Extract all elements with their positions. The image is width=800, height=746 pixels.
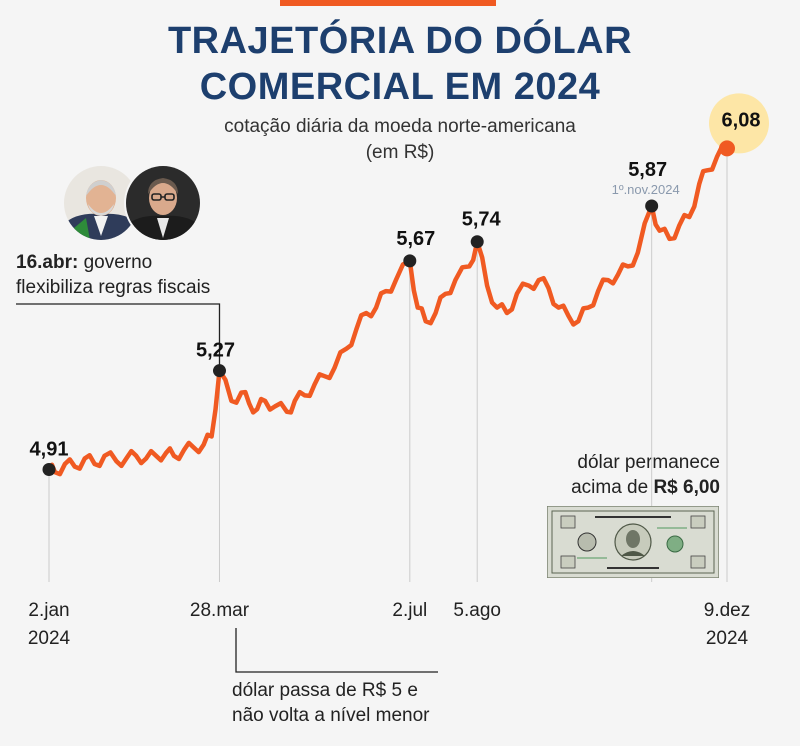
x-tick-labels: 2.jan 2024 28.mar 2.jul 5.ago 9.dez 2024 — [28, 600, 750, 649]
annotation-apr16-text2: flexibiliza regras fiscais — [16, 277, 211, 298]
data-label: 4,91 — [30, 438, 69, 460]
annotation-apr16-date: 16.abr: — [16, 252, 79, 273]
data-point — [403, 254, 417, 268]
annotation-above6-bold: R$ 6,00 — [653, 477, 720, 498]
annotation-above6-text2: acima de — [571, 477, 654, 498]
x-tick-label: 5.ago — [453, 600, 501, 621]
leader-apr16 — [16, 303, 221, 365]
labeled-points — [42, 140, 735, 476]
title-line-1: TRAJETÓRIA DO DÓLAR — [167, 20, 633, 62]
x-tick-label-year: 2024 — [28, 628, 71, 649]
series-line-dollar — [46, 144, 730, 477]
title-line-2: COMERCIAL EM 2024 — [199, 66, 601, 108]
data-point — [42, 462, 56, 476]
data-label: 5,87 — [628, 159, 667, 181]
dollar-bill-icon — [546, 505, 720, 579]
data-label: 5,74 — [462, 209, 502, 231]
leader-mar28 — [235, 628, 438, 673]
data-point — [470, 235, 484, 249]
politician-avatars — [62, 164, 202, 244]
data-point — [645, 199, 659, 213]
data-point — [719, 140, 735, 157]
data-label: 5,27 — [196, 340, 235, 362]
chart-subtitle: cotação diária da moeda norte-americana … — [0, 114, 800, 166]
annotation-mar28-text1: dólar passa de R$ 5 e — [232, 680, 418, 701]
annotation-leaders — [16, 303, 438, 673]
annotation-above6-text1: dólar permanece — [577, 452, 720, 473]
annotation-apr16: 16.abr: governo flexibiliza regras fisca… — [16, 250, 210, 300]
subtitle-line-1: cotação diária da moeda norte-americana — [224, 116, 576, 137]
x-tick-label: 9.dez — [704, 600, 750, 621]
avatar-minister — [124, 164, 202, 242]
x-tick-label: 2.jan — [28, 600, 69, 621]
data-sublabel: 1º.nov.2024 — [612, 182, 680, 197]
x-tick-label: 2.jul — [392, 600, 427, 621]
x-tick-label-year: 2024 — [706, 628, 749, 649]
annotation-mar28-text2: não volta a nível menor — [232, 705, 430, 726]
data-label: 5,67 — [396, 228, 435, 250]
x-tick-label: 28.mar — [190, 600, 250, 621]
annotation-mar28: dólar passa de R$ 5 e não volta a nível … — [232, 678, 430, 728]
top-accent-bar — [280, 0, 496, 6]
highlight-halo — [709, 93, 769, 154]
data-label: 6,08 — [722, 109, 761, 131]
annotation-apr16-text1: governo — [78, 252, 153, 273]
chart-title: TRAJETÓRIA DO DÓLAR COMERCIAL EM 2024 — [0, 18, 800, 110]
data-point — [212, 364, 226, 378]
subtitle-line-2: (em R$) — [365, 142, 435, 163]
annotation-above-6: dólar permanece acima de R$ 6,00 — [530, 450, 720, 500]
